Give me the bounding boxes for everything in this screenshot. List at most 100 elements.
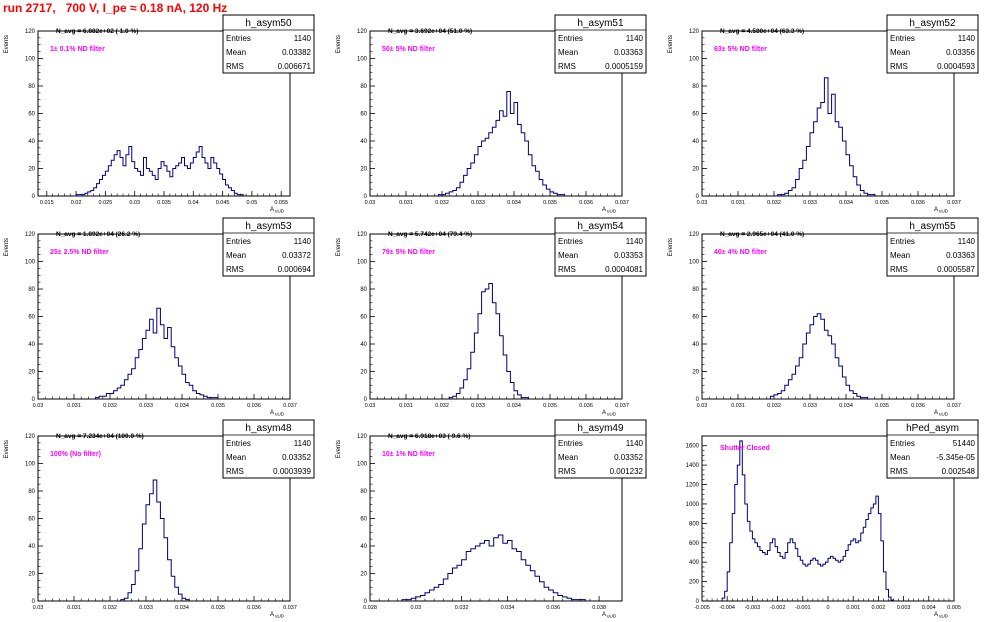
stats-value: 1140	[958, 34, 976, 43]
y-tick-label: 80	[692, 84, 699, 90]
y-tick-label: 0	[364, 194, 368, 200]
stats-label: RMS	[226, 467, 244, 476]
stats-label: Entries	[558, 34, 583, 43]
stats-label: RMS	[558, 265, 576, 274]
x-tick-label: 0.035	[543, 200, 557, 206]
navg-label: N_avg = 2.965e+04 (41.0 %)	[720, 231, 804, 238]
y-tick-label: 80	[692, 287, 699, 293]
stats-box	[886, 419, 979, 479]
filter-label: 100% (No filter)	[50, 451, 101, 458]
y-tick-label: 20	[28, 572, 35, 578]
y-tick-label: 120	[357, 232, 368, 238]
y-tick-label: 40	[360, 139, 367, 145]
histogram-panel-h_asym52: 0 20 40 60 80 100 120 0.03 0.031 0.032 0.033 0.034 0…	[668, 14, 979, 214]
stats-label: Entries	[890, 237, 915, 246]
filter-label: 10± 1% ND filter	[382, 451, 435, 458]
histogram-panel-h_asym53: 0 20 40 60 80 100 120 0.03 0.031 0.032 0.033 0.034 0…	[4, 217, 315, 417]
histogram-panel-h_asym48: 0 20 40 60 80 100 120 0.03 0.031 0.032 0.033 0.034 0…	[4, 419, 315, 619]
x-tick-label: 0.031	[399, 403, 413, 409]
y-tick-label: 60	[28, 517, 35, 523]
histogram-title: h_asym48	[245, 423, 292, 434]
stats-value: 0.03356	[946, 48, 975, 57]
stats-value: 0.006671	[278, 62, 312, 71]
stats-label: RMS	[558, 62, 576, 71]
stats-value: 1140	[626, 237, 644, 246]
y-tick-label: 80	[28, 84, 35, 90]
stats-value: 1140	[294, 237, 312, 246]
stats-label: Entries	[226, 439, 251, 448]
y-tick-label: 20	[28, 167, 35, 173]
y-tick-label: 60	[692, 315, 699, 321]
y-tick-label: 200	[689, 580, 700, 586]
stats-box	[554, 14, 647, 74]
x-tick-label: 0.036	[247, 403, 261, 409]
x-axis-title: AuUD	[934, 207, 949, 214]
x-tick-label: 0.034	[507, 200, 521, 206]
stats-label: Entries	[558, 237, 583, 246]
x-tick-label: 0.035	[211, 403, 225, 409]
stats-value: 0.03363	[946, 251, 975, 260]
y-tick-label: 1000	[686, 502, 700, 508]
histogram-line-h_asym51	[437, 91, 565, 196]
histogram-panel-h_asym50: 0 20 40 60 80 100 120 0.015 0.02 0.025 0.03 0.035 0.…	[4, 14, 315, 214]
stats-box	[222, 419, 315, 479]
stats-value: 51440	[953, 439, 976, 448]
x-tick-label: 0.031	[731, 200, 745, 206]
stats-value: 0.03352	[282, 453, 311, 462]
stats-label: Mean	[558, 251, 578, 260]
y-tick-label: 40	[28, 544, 35, 550]
x-tick-label: -0.005	[694, 605, 710, 611]
x-tick-label: 0.035	[875, 403, 889, 409]
stats-box	[554, 217, 647, 277]
stats-value: 0.0004081	[605, 265, 643, 274]
y-tick-label: 120	[357, 434, 368, 440]
x-tick-label: 0.032	[103, 403, 117, 409]
x-axis-title: AuUD	[602, 207, 617, 214]
stats-label: RMS	[226, 265, 244, 274]
histogram-panel-h_asym54: 0 20 40 60 80 100 120 0.03 0.031 0.032 0.033 0.034 0…	[336, 217, 647, 417]
x-tick-label: 0.036	[579, 200, 593, 206]
x-tick-label: 0.035	[543, 403, 557, 409]
y-tick-label: 80	[360, 84, 367, 90]
x-tick-label: 0.001	[846, 605, 860, 611]
x-tick-label: 0.037	[947, 200, 961, 206]
histogram-line-h_asym52	[777, 77, 876, 196]
x-tick-label: 0.036	[911, 403, 925, 409]
x-tick-label: 0.034	[839, 403, 853, 409]
x-tick-label: 0.035	[211, 605, 225, 611]
y-tick-label: 60	[360, 315, 367, 321]
histogram-line-h_asym55	[769, 313, 869, 399]
x-tick-label: 0.004	[922, 605, 936, 611]
histogram-line-h_asym50	[73, 146, 244, 197]
histogram-line-hPed_asym	[721, 440, 895, 601]
x-tick-label: 0.036	[247, 605, 261, 611]
y-tick-label: 100	[689, 57, 700, 63]
histogram-line-h_asym48	[120, 479, 190, 601]
stats-value: 1140	[626, 34, 644, 43]
stats-value: 1140	[294, 439, 312, 448]
histogram-title: h_asym51	[577, 18, 624, 29]
stats-value: 1140	[958, 237, 976, 246]
navg-label: N_avg = 1.892e+04 (26.2 %)	[56, 231, 140, 238]
y-tick-label: 60	[360, 517, 367, 523]
x-tick-label: 0.033	[471, 403, 485, 409]
y-tick-label: 120	[357, 29, 368, 35]
y-tick-label: 40	[692, 342, 699, 348]
y-tick-label: 100	[357, 260, 368, 266]
x-tick-label: 0.034	[175, 605, 189, 611]
x-tick-label: 0.034	[501, 605, 515, 611]
y-tick-label: 0	[364, 397, 368, 403]
histogram-title: h_asym53	[245, 221, 292, 232]
y-axis-title: Events	[336, 35, 342, 53]
navg-label: N_avg = 3.692e+04 (51.0 %)	[388, 28, 472, 35]
x-tick-label: 0.025	[99, 200, 113, 206]
y-tick-label: 40	[28, 342, 35, 348]
y-tick-label: 60	[692, 112, 699, 118]
stats-label: Mean	[558, 453, 578, 462]
navg-label: N_avg = 6.882e+02 ( 1.0 %)	[56, 28, 138, 35]
y-tick-label: 40	[28, 139, 35, 145]
stats-label: Mean	[890, 48, 910, 57]
stats-label: Mean	[226, 453, 246, 462]
stats-label: RMS	[890, 62, 908, 71]
x-axis-subscript: uUD	[607, 209, 617, 214]
